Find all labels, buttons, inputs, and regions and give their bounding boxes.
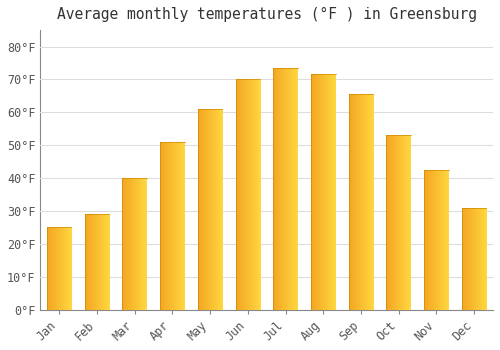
Title: Average monthly temperatures (°F ) in Greensburg: Average monthly temperatures (°F ) in Gr…	[56, 7, 476, 22]
